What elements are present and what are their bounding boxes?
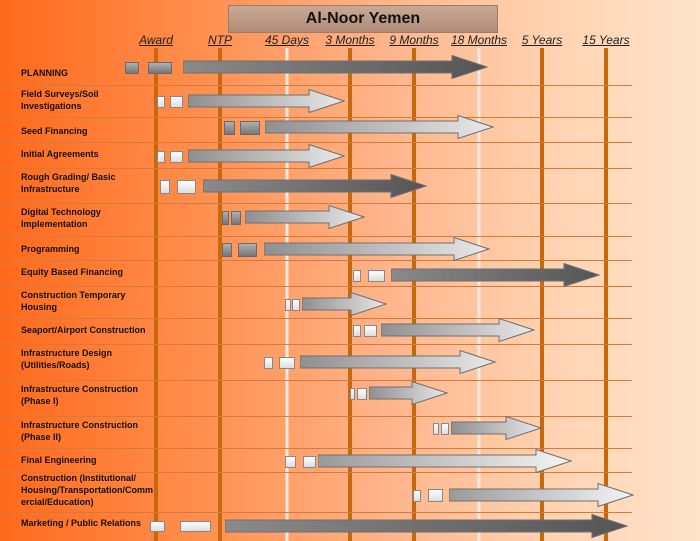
phase-marker bbox=[180, 521, 211, 532]
activity-label: Final Engineering bbox=[21, 455, 97, 465]
phase-marker bbox=[364, 325, 377, 337]
row-separator bbox=[0, 472, 632, 473]
timeline-arrow bbox=[449, 483, 634, 507]
phase-marker bbox=[285, 299, 291, 311]
phase-marker bbox=[353, 270, 361, 282]
milestone-label: Award bbox=[139, 33, 173, 47]
activity-label: Infrastructure Construction (Phase II) bbox=[21, 420, 139, 442]
phase-marker bbox=[357, 388, 367, 400]
phase-marker bbox=[413, 490, 421, 502]
timeline-arrow bbox=[300, 350, 496, 374]
row-separator bbox=[0, 142, 632, 143]
milestone-line bbox=[540, 48, 544, 541]
phase-marker bbox=[222, 243, 232, 257]
milestone-line bbox=[477, 48, 481, 541]
phase-marker bbox=[222, 211, 229, 225]
timeline-arrow bbox=[188, 144, 345, 168]
phase-marker bbox=[238, 243, 257, 257]
phase-marker bbox=[264, 357, 273, 369]
row-separator bbox=[0, 117, 632, 118]
row-separator bbox=[0, 85, 632, 86]
timeline-arrow bbox=[264, 237, 490, 261]
milestone-label: 9 Months bbox=[389, 33, 439, 47]
phase-marker bbox=[428, 489, 443, 502]
timeline-arrow bbox=[265, 115, 494, 139]
activity-label: Infrastructure Design (Utilities/Roads) bbox=[21, 348, 113, 370]
phase-marker bbox=[279, 357, 295, 369]
phase-marker bbox=[285, 456, 296, 468]
milestone-label: 5 Years bbox=[521, 33, 563, 47]
timeline-arrow bbox=[391, 263, 600, 287]
row-separator bbox=[0, 260, 632, 261]
row-separator bbox=[0, 380, 632, 381]
phase-marker bbox=[157, 96, 165, 108]
phase-marker bbox=[368, 270, 385, 282]
row-separator bbox=[0, 168, 632, 169]
activity-label: Rough Grading/ Basic Infrastructure bbox=[21, 172, 116, 194]
activity-label: Marketing / Public Relations bbox=[21, 518, 142, 528]
milestone-line bbox=[412, 48, 416, 541]
timeline-arrow bbox=[183, 55, 488, 79]
phase-marker bbox=[441, 423, 449, 435]
timeline-arrow bbox=[188, 89, 345, 113]
milestone-label: 45 Days bbox=[264, 33, 310, 47]
phase-marker bbox=[353, 325, 361, 337]
phase-marker bbox=[148, 62, 172, 74]
activity-label: PLANNING bbox=[21, 68, 68, 78]
row-separator bbox=[0, 286, 632, 287]
row-separator bbox=[0, 344, 632, 345]
phase-marker bbox=[150, 521, 165, 532]
milestone-label: NTP bbox=[208, 33, 232, 47]
timeline-arrow bbox=[318, 449, 572, 473]
milestone-line bbox=[604, 48, 608, 541]
milestone-line bbox=[348, 48, 352, 541]
activity-label: Field Surveys/Soil Investigations bbox=[21, 89, 99, 111]
phase-marker bbox=[125, 62, 139, 74]
phase-marker bbox=[350, 388, 355, 400]
phase-marker bbox=[177, 180, 196, 194]
phase-marker bbox=[170, 151, 183, 163]
activity-label: Digital Technology Implementation bbox=[21, 207, 101, 229]
phase-marker bbox=[231, 211, 241, 225]
phase-marker bbox=[240, 121, 260, 135]
row-separator bbox=[0, 236, 632, 237]
milestone-label: 3 Months bbox=[325, 33, 375, 47]
timeline-arrow bbox=[451, 416, 542, 440]
chart-title: Al-Noor Yemen bbox=[228, 5, 498, 33]
row-separator bbox=[0, 318, 632, 319]
timeline-arrow bbox=[225, 513, 628, 538]
activity-label: Construction Temporary Housing bbox=[21, 290, 126, 312]
row-separator bbox=[0, 203, 632, 204]
activity-label: Construction (Institutional/ Housing/Tra… bbox=[21, 473, 154, 507]
milestone-line bbox=[218, 48, 222, 541]
timeline-arrow bbox=[302, 292, 387, 316]
phase-marker bbox=[303, 456, 316, 468]
phase-marker bbox=[157, 151, 165, 163]
timeline-arrow bbox=[369, 381, 448, 405]
milestone-label: 18 Months bbox=[450, 33, 508, 47]
activity-label: Seaport/Airport Construction bbox=[21, 325, 146, 335]
phase-marker bbox=[170, 96, 183, 108]
milestone-line bbox=[285, 48, 289, 541]
row-separator bbox=[0, 512, 632, 513]
timeline-arrow bbox=[203, 174, 427, 198]
row-separator bbox=[0, 448, 632, 449]
phase-marker bbox=[224, 121, 235, 135]
phase-marker bbox=[433, 423, 439, 435]
timeline-arrow bbox=[245, 205, 365, 229]
activity-label: Infrastructure Construction (Phase I) bbox=[21, 384, 139, 406]
phase-marker bbox=[160, 180, 170, 194]
timeline-arrow bbox=[381, 318, 535, 342]
activity-label: Seed Financing bbox=[21, 126, 88, 136]
milestone-line bbox=[154, 48, 158, 541]
milestone-label: 15 Years bbox=[582, 33, 630, 47]
row-separator bbox=[0, 416, 632, 417]
phase-marker bbox=[292, 299, 300, 311]
activity-label: Programming bbox=[21, 244, 80, 254]
activity-label: Initial Agreements bbox=[21, 149, 99, 159]
activity-label: Equity Based Financing bbox=[21, 267, 124, 277]
